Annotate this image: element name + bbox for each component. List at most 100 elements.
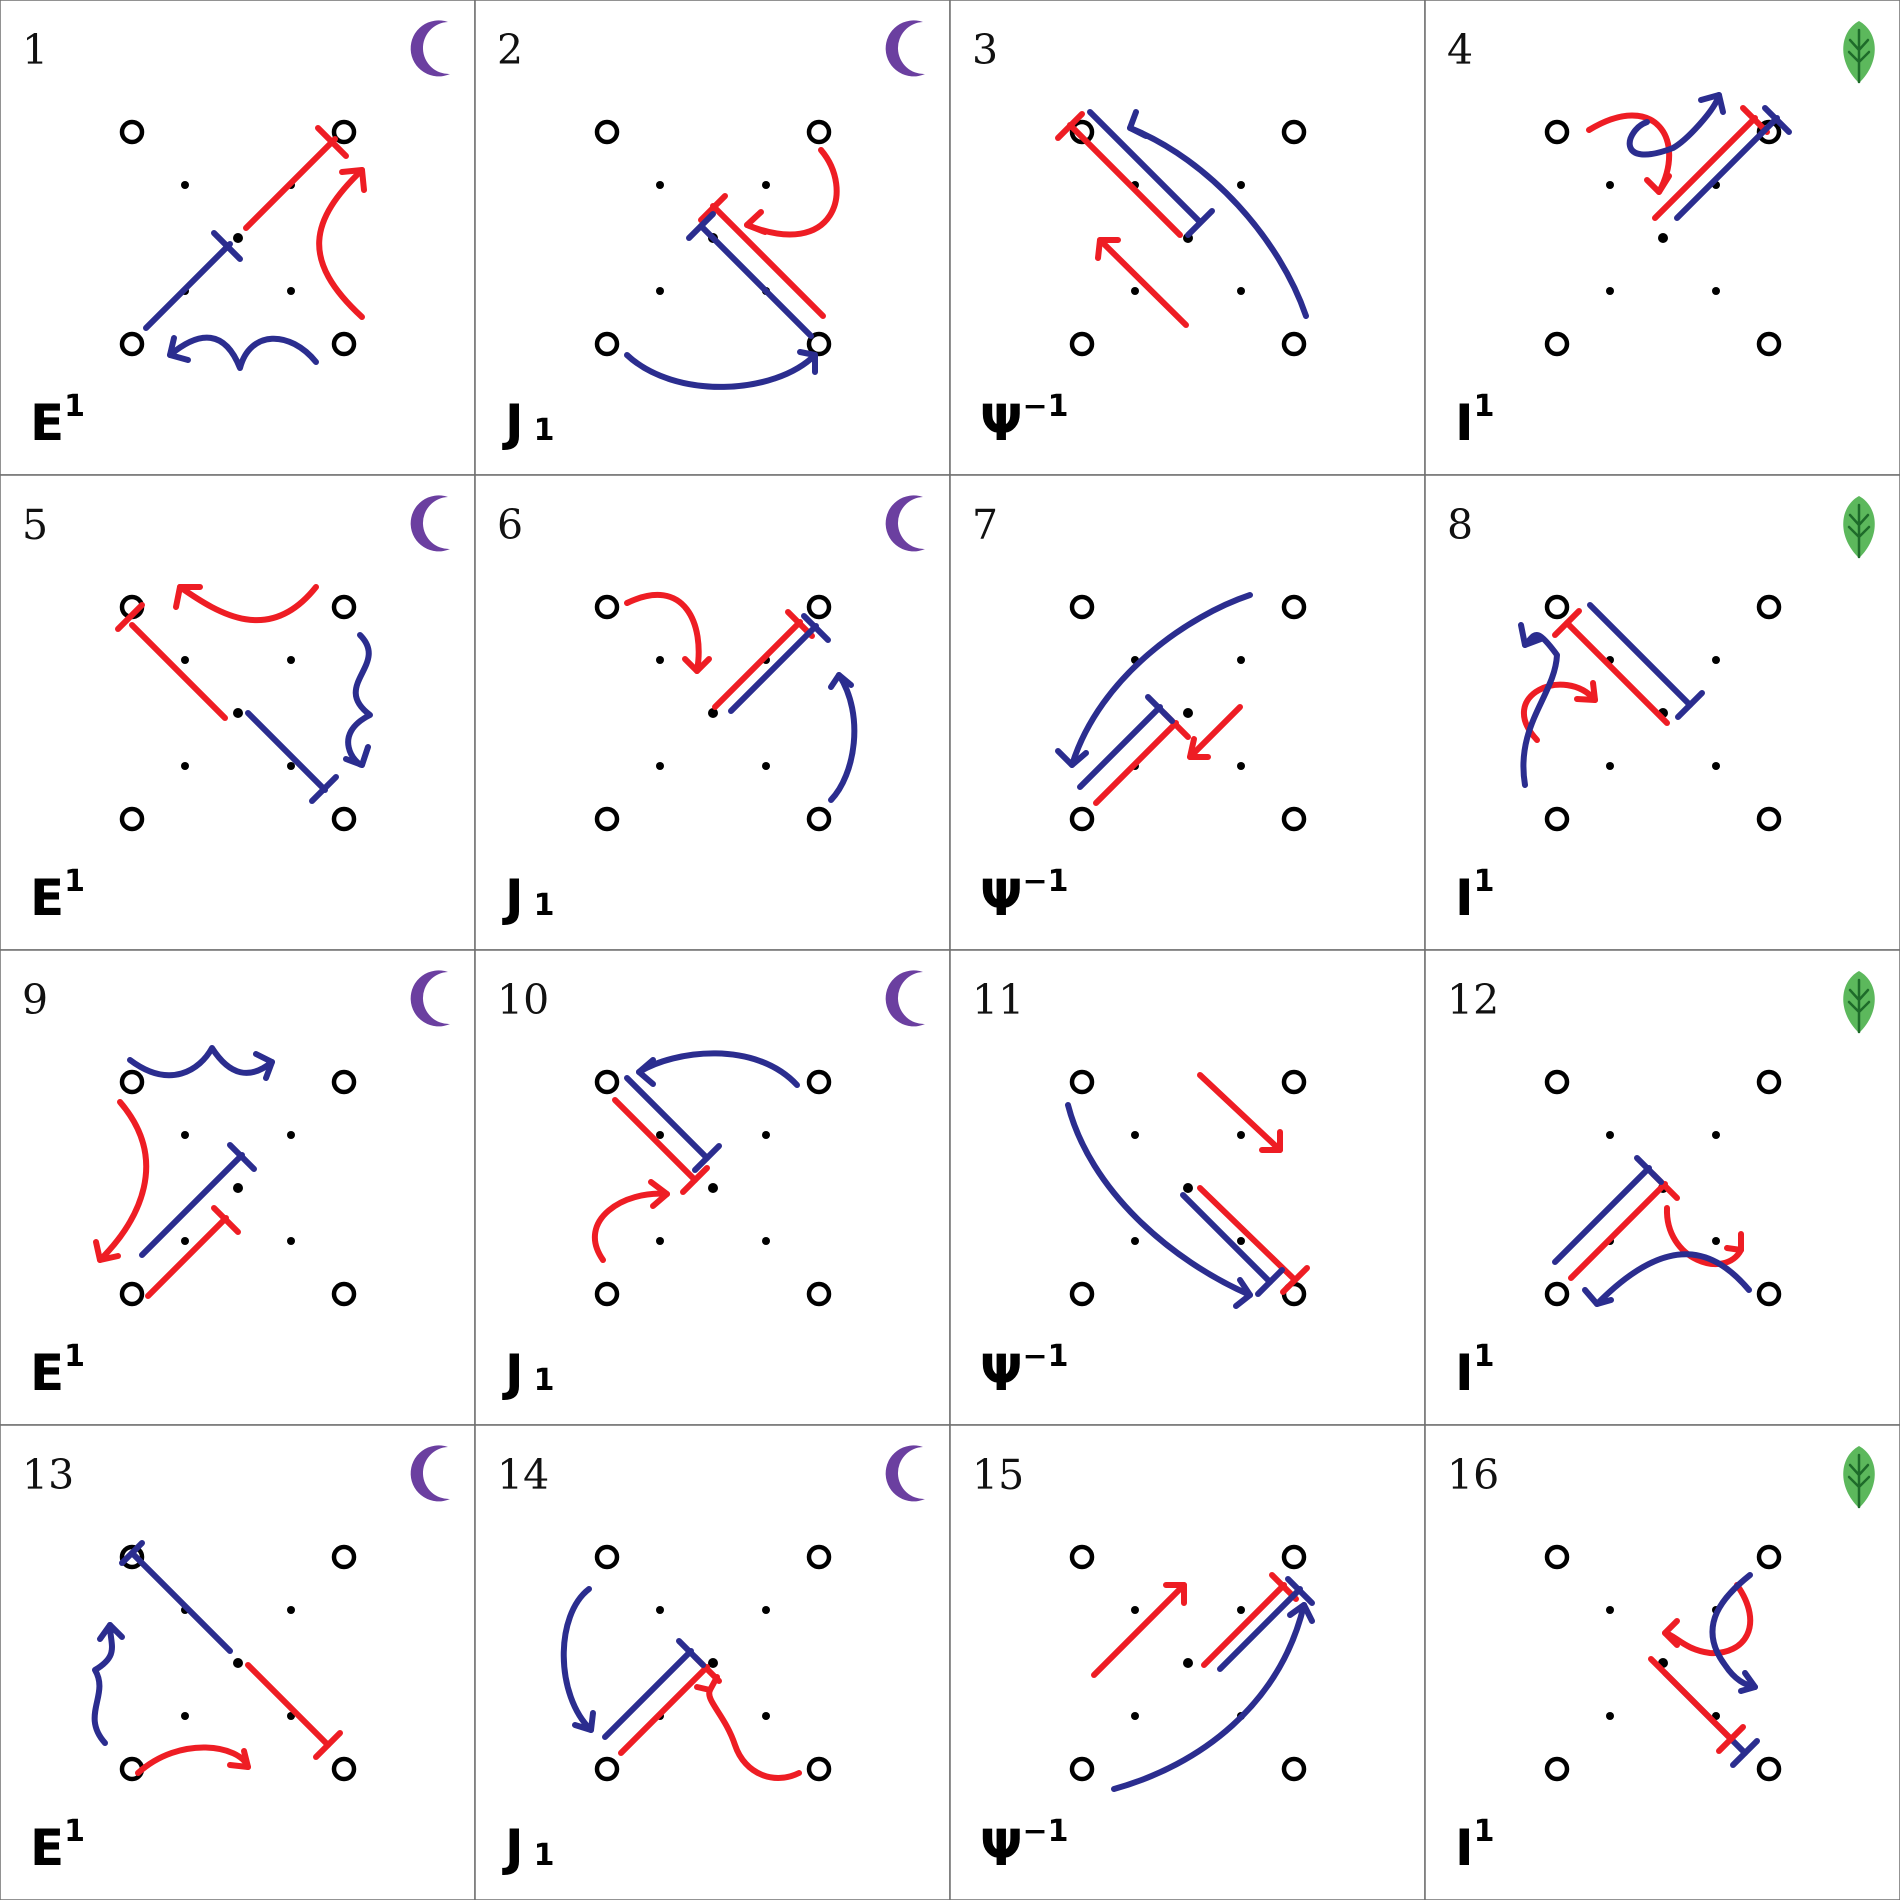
moon-icon [885, 495, 925, 552]
blue-arrow-stroke [1709, 1572, 1758, 1690]
grid-dot [708, 1658, 718, 1668]
corner-node [119, 806, 145, 832]
corner-node [806, 1756, 832, 1782]
blue-arrow-stroke [143, 241, 233, 331]
red-arrow-stroke [1187, 736, 1211, 760]
label-superscript: −1 [1022, 864, 1068, 899]
blue-arrow-stroke [1730, 1738, 1760, 1768]
corner-node [331, 806, 357, 832]
blue-arrow-stroke [1762, 105, 1792, 135]
red-arrow-stroke [1091, 1582, 1187, 1678]
panel-number: 10 [497, 976, 549, 1024]
grid-dot [233, 1658, 243, 1668]
grid-dot [287, 1131, 295, 1139]
blue-arrow-stroke [1634, 1155, 1664, 1185]
grid-dot [181, 1237, 189, 1245]
red-arrow-stroke [612, 1097, 698, 1183]
blue-arrow-stroke [1127, 109, 1149, 139]
corner-node [1756, 1281, 1782, 1307]
red-arrow-stroke [624, 592, 702, 674]
corner-node [1069, 331, 1095, 357]
red-arrow-stroke [698, 193, 728, 223]
blue-arrow-stroke [636, 1050, 800, 1088]
red-arrow-stroke [315, 125, 349, 159]
blue-arrow-stroke [828, 672, 854, 690]
panel: 8I1 [1424, 474, 1900, 951]
move-arrows [624, 592, 858, 803]
leaf-icon [1843, 971, 1875, 1034]
panel-number: 4 [1447, 26, 1473, 74]
red-arrow-stroke [1568, 1181, 1668, 1281]
corner-node [594, 806, 620, 832]
corner-node [1281, 331, 1307, 357]
move-arrows [624, 147, 840, 390]
red-arrow-stroke [227, 1748, 251, 1770]
grid-dot [287, 762, 295, 770]
label-superscript: −1 [1022, 389, 1068, 424]
panel-number: 9 [22, 976, 48, 1024]
blue-arrow-stroke [686, 211, 716, 241]
corner-node [806, 331, 832, 357]
corner-node [119, 1069, 145, 1095]
leaf-icon [1843, 496, 1875, 559]
corner-node [1544, 1281, 1570, 1307]
corner-node [1069, 1281, 1095, 1307]
label-superscript: 1 [1474, 389, 1495, 424]
blue-arrow-stroke [1520, 632, 1560, 788]
grid-dot [656, 1131, 664, 1139]
corner-node [1544, 1069, 1570, 1095]
grid-dot [1606, 1131, 1614, 1139]
move-arrows [1055, 109, 1309, 328]
corner-node [119, 119, 145, 145]
grid-dot [1606, 1606, 1614, 1614]
blue-arrow-stroke [1077, 704, 1163, 790]
grid-dot [656, 1606, 664, 1614]
red-arrow-stroke [1652, 115, 1758, 221]
corner-node [806, 1281, 832, 1307]
red-arrow-stroke [145, 1215, 229, 1299]
corner-node [1756, 1069, 1782, 1095]
corner-node [119, 331, 145, 357]
grid-dot [181, 656, 189, 664]
grid-dot [1131, 287, 1139, 295]
blue-arrow-stroke [1233, 1277, 1253, 1309]
red-arrow-stroke [1259, 1129, 1283, 1153]
red-arrow-stroke [744, 147, 840, 238]
red-arrow-stroke [1055, 111, 1085, 141]
corner-node [1281, 119, 1307, 145]
grid-dot [1606, 181, 1614, 189]
grid-dot [181, 181, 189, 189]
blue-arrow-stroke [560, 1586, 594, 1733]
blue-arrow-stroke [676, 1638, 706, 1668]
grid-dot [1712, 287, 1720, 295]
grid-dot [1131, 1606, 1139, 1614]
moon-icon [410, 495, 450, 552]
red-arrow-stroke [1724, 1231, 1744, 1253]
move-arrows [91, 1540, 343, 1776]
corner-node [594, 1756, 620, 1782]
move-arrows [592, 1050, 800, 1263]
red-arrow-stroke [682, 656, 712, 674]
grid-dot [181, 1131, 189, 1139]
grid-dot [233, 1183, 243, 1193]
corner-node [331, 594, 357, 620]
corner-node [1069, 1756, 1095, 1782]
red-arrow-stroke [93, 1239, 121, 1263]
red-arrow-stroke [1644, 173, 1672, 195]
panel: 6J 1 [474, 474, 951, 951]
red-arrow-stroke [1197, 1185, 1298, 1283]
grid-dot [1712, 656, 1720, 664]
corner-node [1544, 806, 1570, 832]
blue-arrow-stroke [127, 1045, 275, 1079]
corner-node [331, 119, 357, 145]
grid-dot [1131, 1237, 1139, 1245]
corner-node [331, 1069, 357, 1095]
label-subscript: 1 [534, 1838, 555, 1873]
red-arrow-stroke [1716, 1724, 1746, 1754]
red-arrow-stroke [1163, 1582, 1187, 1606]
panel: 15 Ψ−1 [949, 1424, 1426, 1900]
blue-arrow-stroke [1587, 602, 1693, 708]
move-arrows [1648, 1572, 1760, 1768]
